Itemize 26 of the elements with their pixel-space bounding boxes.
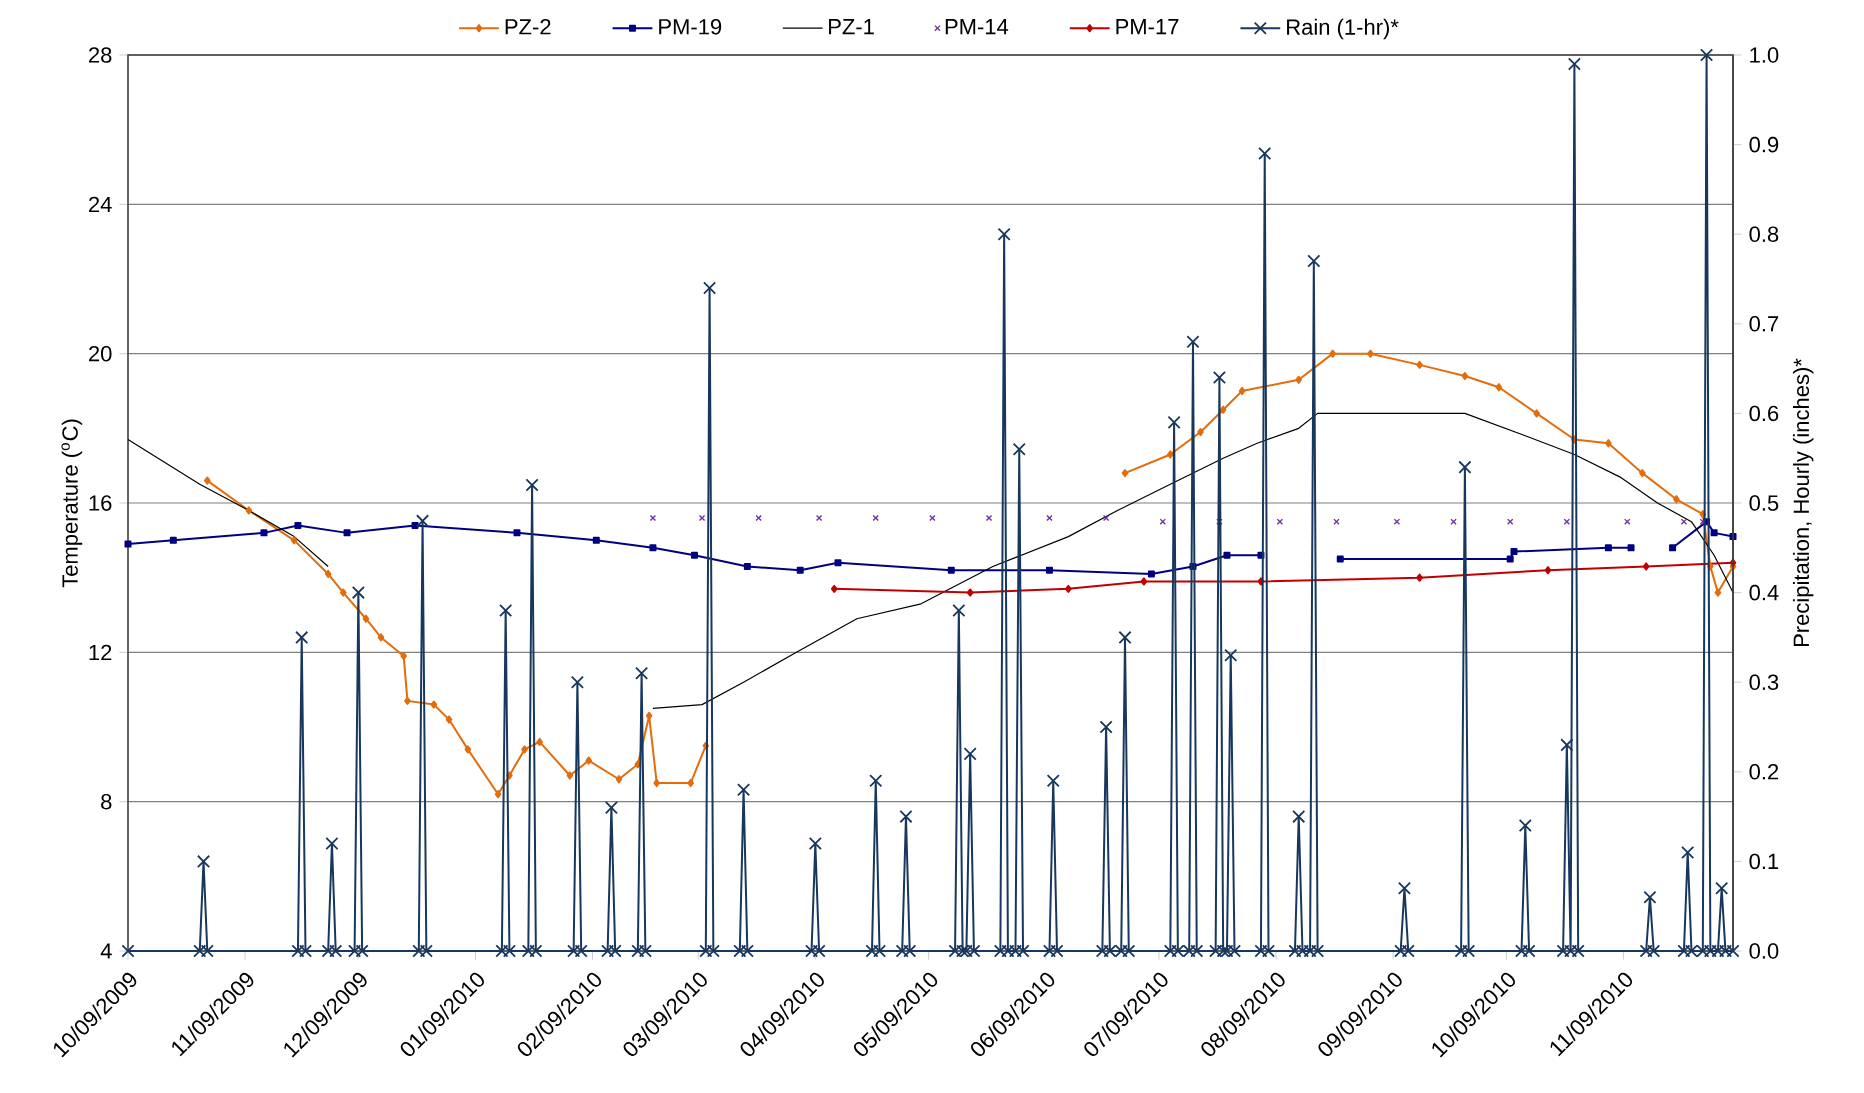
legend-label: PM-17 [1116, 19, 1179, 35]
legend-label: Rain (1-hr)* [1287, 18, 1399, 40]
y2-tick-label: 0.5 [1749, 495, 1779, 511]
y-tick-label: 16 [89, 495, 112, 511]
y2-tick-label: 0.4 [1749, 584, 1779, 601]
y2-tick-label: 0.0 [1749, 943, 1779, 959]
y2-tick-label: 0.9 [1749, 136, 1779, 153]
y2-tick-label: 0.7 [1749, 316, 1779, 332]
y2-tick-label: 0.6 [1749, 405, 1779, 422]
y-tick-label: 28 [89, 47, 112, 63]
legend-label: PZ-1 [829, 19, 874, 35]
y2-tick-label: 1.0 [1750, 47, 1779, 63]
y-tick-label: 8 [101, 793, 112, 810]
y2-tick-label: 0.1 [1749, 853, 1779, 870]
legend-label: PM-19 [659, 19, 722, 35]
y-axis-title: Temperature ($^{o}$C) [61, 419, 83, 588]
y-tick-label: 24 [89, 196, 112, 213]
y-tick-label: 20 [89, 345, 112, 362]
y2-tick-label: 0.3 [1749, 674, 1779, 690]
y-tick-label: 12 [89, 644, 112, 661]
y-tick-label: 4 [100, 943, 112, 959]
y2-tick-label: 0.8 [1749, 226, 1779, 242]
legend-label: PM-14 [945, 19, 1009, 35]
y2-tick-label: 0.2 [1749, 764, 1779, 780]
legend-label: PZ-2 [505, 19, 551, 35]
y2-axis-title: Precipitation, Hourly (inches)* [1792, 358, 1814, 647]
